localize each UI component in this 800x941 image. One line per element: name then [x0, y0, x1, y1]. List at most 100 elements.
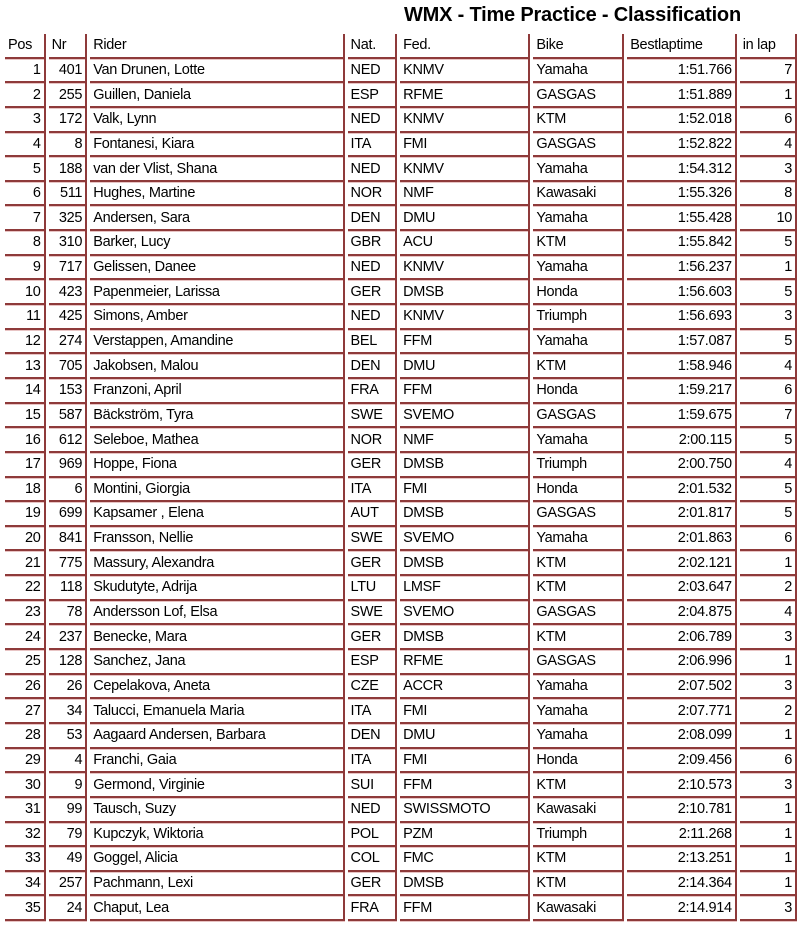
- cell-rider: Bäckström, Tyra: [90, 403, 345, 429]
- cell-in-lap: 5: [739, 329, 797, 355]
- cell-bike: Kawasaki: [533, 181, 625, 207]
- cell-bike: GASGAS: [533, 403, 625, 429]
- cell-rider: Barker, Lucy: [90, 231, 345, 256]
- cell-nr: 24: [48, 896, 88, 922]
- cell-pos: 27: [5, 699, 46, 724]
- cell-rider: Simons, Amber: [90, 305, 345, 330]
- cell-in-lap: 3: [739, 896, 797, 922]
- cell-pos: 25: [5, 650, 46, 675]
- cell-nat: GER: [347, 452, 398, 478]
- cell-bike: GASGAS: [533, 502, 625, 527]
- cell-bestlaptime: 2:00.750: [627, 452, 737, 478]
- cell-in-lap: 7: [739, 403, 797, 429]
- cell-bestlaptime: 1:56.603: [627, 280, 737, 306]
- cell-nr: 612: [48, 428, 88, 453]
- cell-nat: ITA: [347, 699, 398, 724]
- cell-fed: FFM: [400, 773, 531, 798]
- cell-nat: NOR: [347, 181, 398, 207]
- cell-fed: ACU: [400, 231, 531, 256]
- cell-in-lap: 3: [739, 157, 797, 182]
- table-row: 3 172 Valk, Lynn NED KNMV KTM 1:52.018 6: [5, 107, 797, 133]
- cell-fed: DMSB: [400, 871, 531, 897]
- cell-in-lap: 1: [739, 650, 797, 675]
- cell-in-lap: 1: [739, 255, 797, 281]
- column-header-bestlaptime: Bestlaptime: [627, 34, 737, 59]
- cell-nr: 34: [48, 699, 88, 724]
- cell-nat: ESP: [347, 650, 398, 675]
- cell-nr: 423: [48, 280, 88, 306]
- cell-nr: 325: [48, 206, 88, 232]
- cell-bike: Kawasaki: [533, 896, 625, 922]
- cell-fed: ACCR: [400, 674, 531, 700]
- cell-bike: GASGAS: [533, 650, 625, 675]
- cell-bestlaptime: 2:01.532: [627, 477, 737, 503]
- cell-rider: Franchi, Gaia: [90, 748, 345, 774]
- cell-fed: DMSB: [400, 551, 531, 577]
- cell-fed: DMSB: [400, 625, 531, 651]
- cell-pos: 14: [5, 378, 46, 404]
- cell-bestlaptime: 2:13.251: [627, 847, 737, 872]
- cell-bestlaptime: 1:58.946: [627, 354, 737, 379]
- table-row: 8 310 Barker, Lucy GBR ACU KTM 1:55.842 5: [5, 231, 797, 256]
- cell-rider: Jakobsen, Malou: [90, 354, 345, 379]
- cell-in-lap: 4: [739, 354, 797, 379]
- cell-in-lap: 7: [739, 58, 797, 84]
- cell-bestlaptime: 2:06.789: [627, 625, 737, 651]
- table-row: 18 6 Montini, Giorgia ITA FMI Honda 2:01.532 5: [5, 477, 797, 503]
- cell-pos: 7: [5, 206, 46, 232]
- table-row: 19 699 Kapsamer , Elena AUT DMSB GASGAS 2:01.8…: [5, 502, 797, 527]
- cell-bestlaptime: 2:02.121: [627, 551, 737, 577]
- column-header-nat: Nat.: [347, 34, 398, 59]
- cell-bike: Yamaha: [533, 329, 625, 355]
- cell-bestlaptime: 1:55.842: [627, 231, 737, 256]
- cell-bestlaptime: 2:01.863: [627, 526, 737, 552]
- cell-nr: 4: [48, 748, 88, 774]
- table-row: 6 511 Hughes, Martine NOR NMF Kawasaki 1:55.32…: [5, 181, 797, 207]
- cell-bestlaptime: 1:51.889: [627, 83, 737, 108]
- cell-bike: KTM: [533, 354, 625, 379]
- cell-nat: FRA: [347, 378, 398, 404]
- cell-fed: DMU: [400, 206, 531, 232]
- cell-bike: Yamaha: [533, 674, 625, 700]
- cell-nr: 775: [48, 551, 88, 577]
- cell-bike: Yamaha: [533, 58, 625, 84]
- cell-bike: Yamaha: [533, 526, 625, 552]
- cell-nr: 79: [48, 822, 88, 848]
- table-row: 7 325 Andersen, Sara DEN DMU Yamaha 1:55.428 10: [5, 206, 797, 232]
- cell-in-lap: 1: [739, 83, 797, 108]
- cell-rider: Franzoni, April: [90, 378, 345, 404]
- cell-bike: Triumph: [533, 305, 625, 330]
- cell-bestlaptime: 1:56.693: [627, 305, 737, 330]
- table-row: 28 53 Aagaard Andersen, Barbara DEN DMU Yamah…: [5, 723, 797, 749]
- cell-pos: 23: [5, 600, 46, 626]
- cell-nr: 237: [48, 625, 88, 651]
- cell-bike: KTM: [533, 773, 625, 798]
- cell-nat: LTU: [347, 576, 398, 601]
- cell-fed: FMI: [400, 699, 531, 724]
- cell-in-lap: 4: [739, 600, 797, 626]
- cell-in-lap: 5: [739, 502, 797, 527]
- cell-nat: DEN: [347, 206, 398, 232]
- cell-rider: Benecke, Mara: [90, 625, 345, 651]
- cell-in-lap: 2: [739, 699, 797, 724]
- table-row: 29 4 Franchi, Gaia ITA FMI Honda 2:09.456 6: [5, 748, 797, 774]
- cell-nr: 188: [48, 157, 88, 182]
- cell-in-lap: 3: [739, 625, 797, 651]
- cell-bestlaptime: 1:59.675: [627, 403, 737, 429]
- cell-pos: 32: [5, 822, 46, 848]
- cell-bestlaptime: 2:03.647: [627, 576, 737, 601]
- cell-bestlaptime: 2:07.771: [627, 699, 737, 724]
- cell-nat: NED: [347, 797, 398, 823]
- table-row: 13 705 Jakobsen, Malou DEN DMU KTM 1:58.946 4: [5, 354, 797, 379]
- cell-fed: FFM: [400, 329, 531, 355]
- cell-nr: 118: [48, 576, 88, 601]
- cell-rider: van der Vlist, Shana: [90, 157, 345, 182]
- cell-bike: Yamaha: [533, 157, 625, 182]
- cell-fed: SVEMO: [400, 526, 531, 552]
- table-row: 33 49 Goggel, Alicia COL FMC KTM 2:13.251 1: [5, 847, 797, 872]
- cell-nat: SWE: [347, 600, 398, 626]
- cell-bestlaptime: 2:10.573: [627, 773, 737, 798]
- cell-in-lap: 8: [739, 181, 797, 207]
- cell-nr: 717: [48, 255, 88, 281]
- cell-nat: ESP: [347, 83, 398, 108]
